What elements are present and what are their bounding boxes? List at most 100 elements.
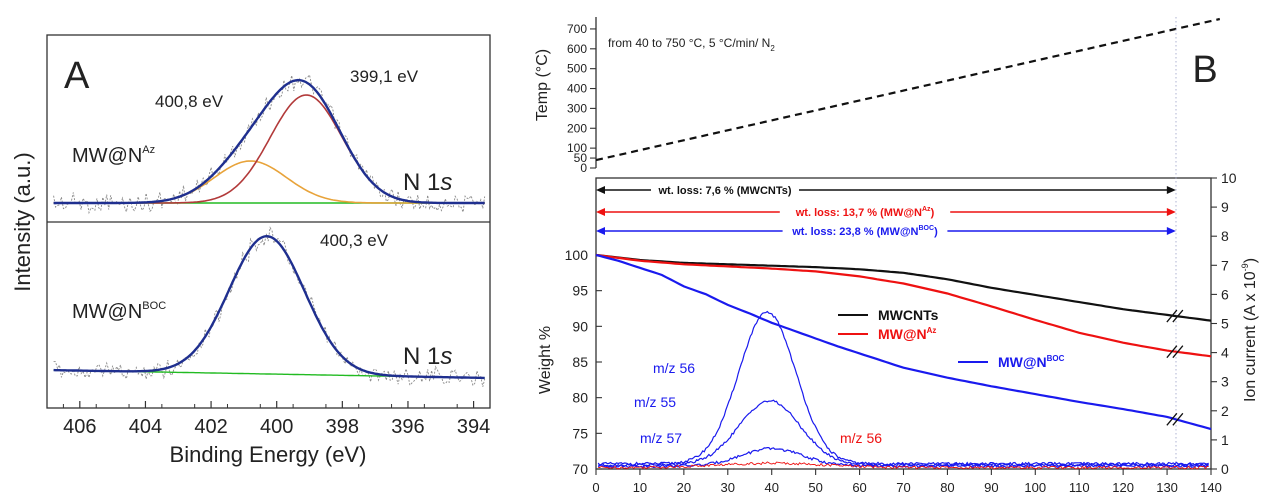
weight-tick-label: 75 (572, 425, 588, 441)
axis-break-mark (1166, 309, 1178, 323)
axis-break-mark (1166, 412, 1178, 426)
legend-label-az: MW@NAz (878, 326, 936, 342)
ion-tick-label: 0 (1221, 461, 1229, 477)
ion-current-curve (597, 447, 1210, 469)
wt-loss-arrowhead-right (1166, 186, 1176, 194)
weight-curve (595, 253, 1212, 358)
b-xtick-label: 90 (984, 480, 998, 495)
a-xtick-label: 398 (326, 416, 359, 438)
peak-label-az-2: 399,1 eV (350, 67, 419, 86)
temp-tick-label: 400 (567, 82, 587, 96)
spectrum-boc-label: MW@NBOC (72, 300, 166, 323)
panel-a-xps: 406 404 402 400 398 396 394 A Binding Energy (… (10, 34, 491, 467)
xps-raw-data (53, 73, 486, 215)
b-xtick-label: 110 (1069, 480, 1090, 495)
temp-tick-label: 100 (567, 141, 587, 155)
spectrum-az-region: N 1s (403, 169, 452, 196)
temp-axis-label: Temp (°C) (534, 49, 551, 121)
xps-raw-data (53, 226, 486, 387)
wt-loss-label: wt. loss: 7,6 % (MWCNTs) (657, 185, 791, 197)
b-xtick-label: 100 (1024, 480, 1046, 495)
a-xtick-label: 406 (63, 416, 96, 438)
wt-loss-arrowhead-left (596, 208, 605, 216)
b-xtick-label: 40 (764, 480, 778, 495)
temp-ramp-line (595, 17, 1221, 162)
peak-label-boc-1: 400,3 eV (320, 231, 389, 250)
b-xtick-label: 30 (721, 480, 735, 495)
weight-axis-label: Weight % (537, 326, 554, 394)
spectrum-az-label: MW@NAz (72, 144, 155, 167)
ion-label-mz56-blue: m/z 56 (653, 360, 695, 376)
xps-fit-envelope (53, 78, 485, 205)
a-xtick-label: 402 (194, 416, 227, 438)
ion-tick-label: 4 (1221, 345, 1229, 361)
wt-loss-label-bg (779, 205, 951, 219)
panel-a-ylabel: Intensity (a.u.) (10, 152, 35, 291)
ion-axis-label: Ion current (A x 10-9) (1240, 258, 1259, 402)
panel-b-label: B (1192, 49, 1217, 91)
b-xtick-label: 80 (940, 480, 954, 495)
ion-tick-label: 1 (1221, 432, 1229, 448)
a-xtick-label: 396 (391, 416, 424, 438)
a-xtick-label: 394 (457, 416, 490, 438)
b-xtick-label: 10 (633, 480, 647, 495)
wt-loss-label-bg (651, 183, 799, 197)
b-xtick-label: 50 (808, 480, 822, 495)
axis-break-mark (1166, 345, 1178, 359)
temp-tick-label: 50 (574, 151, 588, 165)
ion-current-curve (597, 399, 1209, 468)
weight-tick-label: 80 (572, 390, 588, 406)
weight-tick-label: 100 (565, 247, 589, 263)
ion-tick-label: 3 (1221, 374, 1229, 390)
xps-fit-envelope (53, 234, 485, 380)
axis-break-mark (1172, 412, 1184, 426)
weight-curve (595, 253, 1212, 322)
legend: MWCNTs MW@NAz MW@NBOC (838, 307, 1065, 370)
wt-loss-arrowhead-left (596, 227, 605, 235)
a-xtick-label: 400 (260, 416, 293, 438)
legend-label-boc: MW@NBOC (998, 354, 1065, 370)
wt-loss-arrowhead-right (1166, 227, 1176, 235)
wt-loss-arrowhead-left (596, 186, 605, 194)
axis-break-mark (1172, 345, 1184, 359)
b-xtick-label: 0 (592, 480, 599, 495)
panel-a-label: A (64, 55, 90, 97)
ion-tick-label: 9 (1221, 199, 1229, 215)
spectrum-boc-region: N 1s (403, 343, 452, 370)
ion-current-curve (598, 461, 1209, 470)
weight-tick-label: 70 (572, 461, 588, 477)
ion-tick-label: 6 (1221, 286, 1229, 302)
ion-label-mz57: m/z 57 (640, 430, 682, 446)
panel-a-xlabel: Binding Energy (eV) (170, 442, 367, 467)
b-xtick-label: 140 (1200, 480, 1222, 495)
ion-tick-label: 8 (1221, 228, 1229, 244)
ion-tick-label: 7 (1221, 257, 1229, 273)
wt-loss-label: wt. loss: 13,7 % (MW@NAz) (795, 206, 935, 219)
wt-loss-label-bg (782, 224, 948, 238)
a-xtick-label: 404 (129, 416, 162, 438)
temp-tick-label: 600 (567, 42, 587, 56)
axis-break-mark (1172, 309, 1184, 323)
peak-label-az-1: 400,8 eV (155, 92, 224, 111)
ion-tick-label: 10 (1221, 170, 1237, 186)
wt-loss-arrowhead-right (1166, 208, 1176, 216)
temp-tick-label: 500 (567, 62, 587, 76)
b-xtick-label: 60 (852, 480, 866, 495)
ion-label-mz55: m/z 55 (634, 394, 676, 410)
b-xtick-label: 20 (677, 480, 691, 495)
weight-tick-label: 85 (572, 354, 588, 370)
temp-tick-label: 300 (567, 101, 587, 115)
b-xtick-label: 130 (1156, 480, 1178, 495)
ion-tick-label: 2 (1221, 403, 1229, 419)
temp-tick-label: 200 (567, 121, 587, 135)
weight-curve (595, 253, 1212, 431)
temp-annotation: from 40 to 750 °C, 5 °C/min/ N2 (608, 36, 775, 53)
ion-tick-label: 5 (1221, 316, 1229, 332)
b-xtick-label: 120 (1112, 480, 1134, 495)
wt-loss-label: wt. loss: 23,8 % (MW@NBOC) (791, 225, 938, 238)
panel-b-frame (595, 177, 1212, 470)
temp-tick-label: 0 (580, 161, 587, 175)
temp-tick-label: 700 (567, 22, 587, 36)
